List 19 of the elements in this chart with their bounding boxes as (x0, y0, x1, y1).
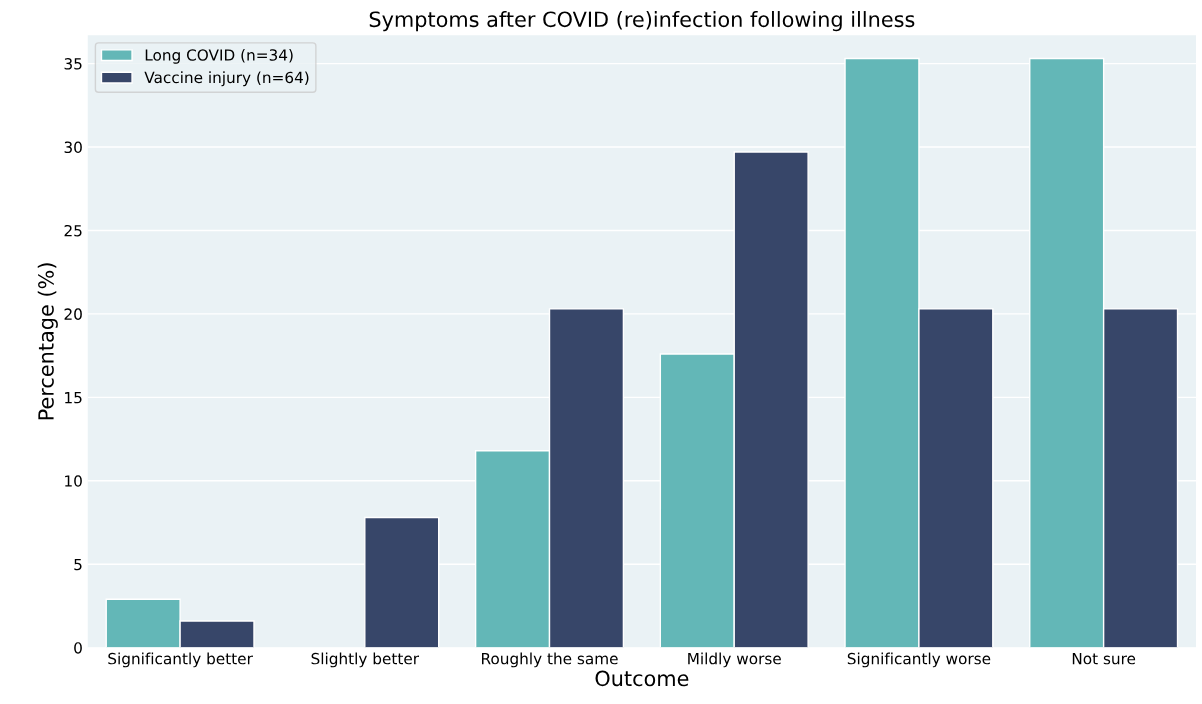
x-tick-label: Roughly the same (482, 652, 618, 668)
x-tick-label: Slightly better (311, 652, 420, 668)
legend-label: Vaccine injury (n=64) (144, 71, 309, 87)
y-tick-label: 25 (64, 224, 82, 237)
x-tick-label: Significantly better (108, 652, 253, 668)
y-tick-label: 35 (64, 58, 82, 70)
chart-title: Symptoms after COVID (re)infection following illness (369, 11, 915, 32)
y-tick-label: 10 (65, 475, 82, 487)
y-tick-label: 15 (65, 392, 82, 404)
y-tick-label: 30 (64, 141, 82, 154)
x-tick-label: Not sure (1072, 653, 1136, 665)
x-axis-title: Outcome (595, 670, 689, 687)
y-tick-label: 5 (74, 558, 82, 571)
y-axis-title: Percentage (%) (37, 263, 58, 420)
y-tick-label: 20 (64, 308, 82, 320)
x-tick-label: Significantly worse (847, 652, 991, 668)
x-tick-label: Mildly worse (688, 652, 781, 668)
y-tick-label: 0 (74, 642, 82, 654)
legend-label: Long COVID (n=34) (145, 48, 293, 64)
